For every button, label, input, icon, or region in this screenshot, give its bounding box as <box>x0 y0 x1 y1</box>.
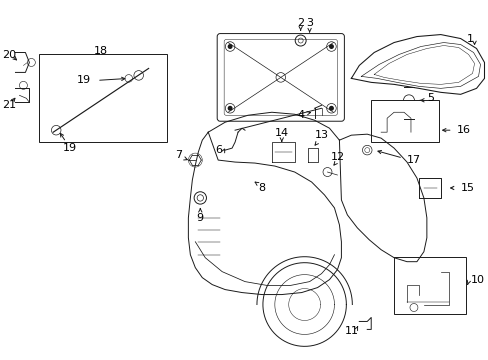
Bar <box>393 257 465 315</box>
Text: 15: 15 <box>460 183 474 193</box>
Text: 10: 10 <box>469 275 484 285</box>
Text: 2: 2 <box>297 18 304 28</box>
Text: 19: 19 <box>63 143 77 153</box>
Text: 7: 7 <box>175 150 182 160</box>
Text: 4: 4 <box>297 110 304 120</box>
Text: 5: 5 <box>426 93 433 103</box>
Text: 9: 9 <box>196 213 203 223</box>
Text: 8: 8 <box>258 183 265 193</box>
Text: 16: 16 <box>456 125 470 135</box>
Text: 18: 18 <box>94 45 108 55</box>
Text: 13: 13 <box>314 130 328 140</box>
Circle shape <box>328 106 333 111</box>
Text: 12: 12 <box>330 152 344 162</box>
Text: 14: 14 <box>274 128 288 138</box>
Text: 17: 17 <box>406 155 420 165</box>
Circle shape <box>227 106 232 111</box>
Text: 19: 19 <box>77 75 91 85</box>
Text: 3: 3 <box>305 18 312 28</box>
Circle shape <box>328 44 333 49</box>
Text: 21: 21 <box>2 100 17 110</box>
Text: 6: 6 <box>215 145 222 155</box>
Bar <box>370 100 438 142</box>
Circle shape <box>227 44 232 49</box>
Text: 20: 20 <box>2 50 17 60</box>
Text: 1: 1 <box>466 33 473 44</box>
Bar <box>39 54 166 142</box>
Text: 11: 11 <box>344 327 358 336</box>
